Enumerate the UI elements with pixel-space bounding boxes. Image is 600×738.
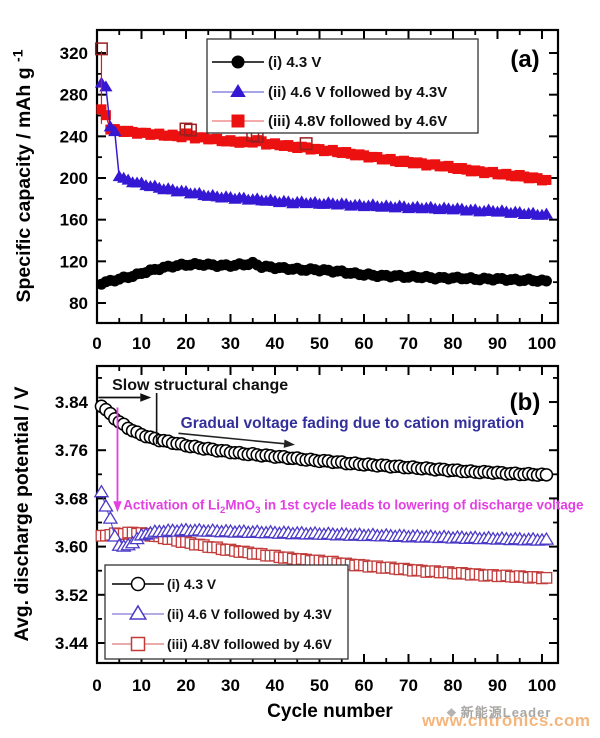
panel-b-xtick-label: 90	[488, 676, 507, 695]
panel-a-axes: 0 10 20 30 40 50 60 70 80 90 100 80 120 160 200 240 280 3…	[60, 28, 560, 353]
panel-b-xtick-label: 0	[92, 676, 101, 695]
annotation-text: Gradual voltage fading due to cation mig…	[181, 415, 525, 432]
panel-a-xtick-label: 0	[92, 334, 101, 353]
panel-a-xtick-label: 90	[488, 334, 507, 353]
panel-b-series-circle	[94, 399, 554, 482]
panel-a-legend: (i) 4.3 V (ii) 4.6 V followed by 4.3V (iii…	[206, 38, 479, 134]
panel-b-label: (b)	[510, 389, 541, 416]
panel-b-xtick-label: 10	[132, 676, 151, 695]
panel-a-xtick-label: 30	[221, 334, 240, 353]
panel-a-xtick-label: 60	[355, 334, 374, 353]
panel-b-xtick-label: 30	[221, 676, 240, 695]
panel-b-xtick-label: 20	[177, 676, 196, 695]
panel-b-xtick-label: 60	[355, 676, 374, 695]
panel-a-xtick-label: 20	[177, 334, 196, 353]
watermark-brand: ❖ 新能源Leader	[446, 702, 551, 721]
panel-a-ytick-label: 160	[60, 211, 88, 230]
panel-a-series-triangle	[94, 76, 554, 220]
panel-b-ytick-label: 3.84	[55, 393, 89, 412]
panel-b-x-axis-title: Cycle number	[267, 701, 393, 722]
legend-entry-label: (iii) 4.8V followed by 4.6V	[268, 113, 447, 130]
panel-b-legend: (i) 4.3 V (ii) 4.6 V followed by 4.3V (iii…	[104, 564, 349, 660]
legend-entry-label: (i) 4.3 V	[268, 54, 321, 71]
panel-a-xtick-label: 50	[310, 334, 329, 353]
panel-a-series-square	[96, 104, 552, 186]
panel-b-xtick-label: 70	[399, 676, 418, 695]
panel-b-axes: 0 10 20 30 40 50 60 70 80 90 100 3.44 3.52 3.60 3.68 3.…	[55, 364, 560, 695]
panel-a-label: (a)	[510, 46, 539, 73]
watermark-url: www.chtronics.com	[422, 711, 591, 730]
panel-a-y-axis-title: Specific capacity / mAh g -1	[10, 49, 35, 302]
panel-a-ytick-label: 80	[69, 294, 88, 313]
watermark-brand-text: 新能源Leader	[460, 705, 552, 720]
panel-a-ytick-label: 240	[60, 127, 88, 146]
annotation-text: Slow structural change	[112, 377, 288, 394]
panel-a-series-circle	[95, 256, 552, 290]
panel-b-xtick-label: 80	[444, 676, 463, 695]
legend-entry-label: (i) 4.3 V	[167, 577, 217, 592]
panel-a-ytick-label: 120	[60, 252, 88, 271]
panel-b-xtick-label: 100	[528, 676, 556, 695]
panel-a-xtick-label: 80	[444, 334, 463, 353]
legend-entry-label: (ii) 4.6 V followed by 4.3V	[167, 607, 333, 622]
panel-a-ytick-label: 320	[60, 44, 88, 63]
watermark-logo-icon: ❖	[446, 706, 458, 720]
panel-b-xtick-label: 40	[266, 676, 285, 695]
panel-b-ytick-label: 3.60	[55, 538, 88, 557]
panel-b: 0 10 20 30 40 50 60 70 80 90 100 3.44 3.52 3.60 3.68 3.…	[11, 364, 583, 722]
panel-a-xtick-label: 40	[266, 334, 285, 353]
panel-a-xtick-label: 100	[528, 334, 556, 353]
panel-a-ytick-label: 280	[60, 86, 88, 105]
panel-a-xtick-label: 10	[132, 334, 151, 353]
legend-entry-label: (ii) 4.6 V followed by 4.3V	[268, 84, 447, 101]
panel-a-xtick-label: 70	[399, 334, 418, 353]
panel-b-ytick-label: 3.44	[55, 634, 89, 653]
panel-b-ytick-label: 3.68	[55, 489, 88, 508]
panel-b-ytick-label: 3.52	[55, 586, 88, 605]
panel-b-xtick-label: 50	[310, 676, 329, 695]
legend-entry-label: (iii) 4.8V followed by 4.6V	[167, 637, 333, 652]
panel-a: 0 10 20 30 40 50 60 70 80 90 100 80 120 160 200 240 280 3…	[10, 28, 560, 353]
annotation-richtext: Activation of Li2MnO3 in 1st cycle leads…	[123, 497, 583, 516]
panel-b-ytick-label: 3.76	[55, 441, 88, 460]
panel-a-ytick-label: 200	[60, 169, 88, 188]
panel-b-annotations: Slow structural change Gradual voltage fa…	[98, 377, 583, 516]
panel-b-series-triangle	[93, 484, 555, 552]
panel-b-y-axis-title: Avg. discharge potential / V	[11, 387, 33, 642]
